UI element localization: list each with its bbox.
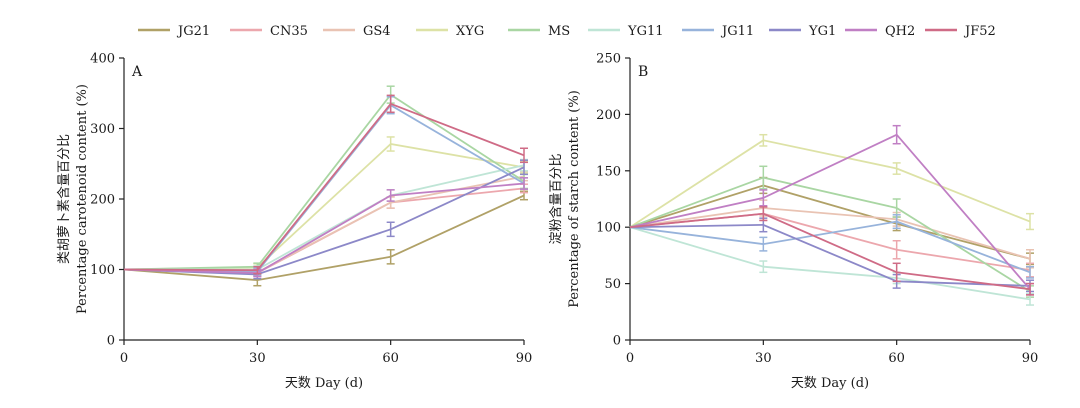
panel-b-series-line-jf52 [629,212,1031,291]
panel-b-y-axis-label-line-1: 淀粉含量百分比 [548,153,564,244]
panel-b-y-tick-label: 50 [604,277,621,292]
panel-a-y-tick-label: 200 [90,193,115,208]
panel-b-y-tick-label: 100 [596,221,621,236]
panel-a-series-line-qh2 [123,182,525,274]
panel-b-y-tick-label: 150 [596,164,621,179]
panel-b-series-line-yg1 [629,223,1031,287]
panel-a-y-tick-label: 100 [90,263,115,278]
legend-label-gs4: GS4 [363,24,391,39]
legend-label-cn35: CN35 [270,24,308,39]
legend: JG21 CN35 GS4 XYG MS YG11 JG11 YG1 QH2 JF52 [138,24,996,39]
panel-a-series-line-jg21 [123,194,525,282]
panel-b-x-tick-label: 30 [755,351,772,366]
legend-label-jf52: JF52 [963,24,996,39]
panel-b-series-line-ms [629,176,1031,293]
panel-a-label: A [131,64,143,80]
panel-b-series-line-jg21 [629,184,1031,260]
legend-label-ms: MS [548,24,570,39]
panel-b-y-tick-label: 0 [613,334,621,349]
panel-a-x-tick-label: 60 [382,351,399,366]
panel-a-y-axis-label-line-1: 类胡萝卜素含量百分比 [56,134,72,264]
panel-b-y-tick-label: 200 [596,108,621,123]
panel-b-x-tick-label: 0 [626,351,634,366]
panel-b-x-axis-label: 天数 Day (d) [791,376,869,391]
panel-a-series-line-ms [123,93,525,271]
panel-a-x-tick-label: 0 [120,351,128,366]
legend-label-qh2: QH2 [885,24,915,39]
panel-b-series-line-qh2 [629,133,1031,290]
panel-b-series-line-yg11 [629,226,1031,301]
panel-b-label: B [638,64,648,80]
panel-a-x-tick-label: 30 [249,351,266,366]
legend-label-jg11: JG11 [720,24,754,39]
chart-panel-a: 0 100 200 300 400 0 30 60 90 A 天数 Day (d) 类胡萝卜素含量百分… [56,52,532,392]
panel-a-series-line-yg1 [123,166,525,276]
panel-b-y-axis-label-line-2: Percentage of starch content (%) [567,90,582,308]
panel-b-series-line-jg11 [629,220,1031,274]
panel-b-x-tick-label: 90 [1022,351,1039,366]
panel-a-series-line-jf52 [123,102,525,272]
panel-a-y-tick-label: 300 [90,122,115,137]
panel-b-x-tick-label: 60 [888,351,905,366]
panel-a-series-line-xyg [123,143,525,271]
panel-a-series-line-cn35 [123,187,525,274]
panel-a-y-tick-label: 0 [107,334,115,349]
panel-b-series-line-gs4 [629,207,1031,260]
legend-label-jg21: JG21 [176,24,210,39]
panel-a-x-tick-label: 90 [516,351,533,366]
panel-a-series-line-gs4 [123,175,525,274]
panel-b-series-line-xyg [629,139,1031,228]
panel-b-y-tick-label: 250 [596,52,621,67]
panel-a-x-axis-label: 天数 Day (d) [285,376,363,391]
panel-a-y-axis-label-line-2: Percentage carotenoid content (%) [75,84,90,314]
legend-label-xyg: XYG [456,24,484,39]
chart-panel-b: 0 50 100 150 200 250 0 30 60 90 B 天数 Day (d) 淀粉含量百分比… [548,52,1038,392]
legend-label-yg11: YG11 [627,24,664,39]
panel-a-y-tick-label: 400 [90,52,115,67]
legend-label-yg1: YG1 [808,24,836,39]
